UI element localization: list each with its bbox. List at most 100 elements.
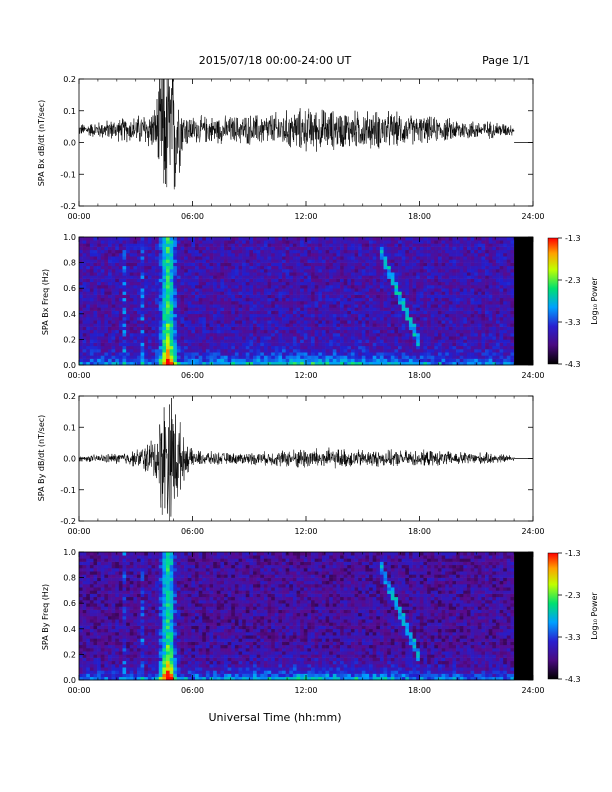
heatmap-cell <box>329 253 334 257</box>
heatmap-cell <box>510 336 515 340</box>
heatmap-cell <box>445 272 450 276</box>
heatmap-cell <box>282 297 286 302</box>
heatmap-cell <box>332 301 337 305</box>
heatmap-cell <box>481 333 486 337</box>
heatmap-cell <box>343 246 348 251</box>
heatmap-cell <box>492 265 497 270</box>
heatmap-cell <box>448 326 453 331</box>
heatmap-cell <box>401 269 406 273</box>
heatmap-cell <box>485 355 490 359</box>
heatmap-cell <box>260 323 265 327</box>
heatmap-cell <box>282 304 286 308</box>
heatmap-cell <box>408 246 413 251</box>
heatmap-cell <box>220 355 225 359</box>
heatmap-cell <box>173 358 178 363</box>
heatmap-cell <box>231 307 236 311</box>
heatmap-cell <box>390 333 395 337</box>
heatmap-cell <box>456 320 460 324</box>
heatmap-cell <box>216 262 221 267</box>
heatmap-cell <box>463 272 468 276</box>
heatmap-cell <box>405 336 410 340</box>
heatmap-cell <box>503 301 508 305</box>
heatmap-cell <box>108 355 112 359</box>
heatmap-cell <box>495 320 500 324</box>
heatmap-cell <box>151 323 156 327</box>
heatmap-cell <box>282 275 286 279</box>
heatmap-cell <box>220 278 225 283</box>
heatmap-cell <box>147 294 152 299</box>
heatmap-cell <box>115 320 120 324</box>
heatmap-cell <box>437 285 442 289</box>
heatmap-cell <box>195 288 199 292</box>
y-tick-label: 1.0 <box>63 233 76 242</box>
heatmap-cell <box>314 349 319 353</box>
heatmap-cell <box>445 358 450 363</box>
heatmap-cell <box>503 342 508 347</box>
heatmap-cell <box>340 310 344 315</box>
heatmap-cell <box>510 237 515 241</box>
heatmap-cell <box>173 304 178 308</box>
heatmap-cell <box>253 339 257 343</box>
heatmap-cell <box>387 272 392 276</box>
heatmap-cell <box>249 333 254 337</box>
heatmap-cell <box>495 355 500 359</box>
heatmap-cell <box>147 352 152 356</box>
heatmap-cell <box>495 361 500 366</box>
heatmap-cell <box>416 278 421 283</box>
heatmap-cell <box>133 291 138 295</box>
heatmap-cell <box>412 313 417 318</box>
heatmap-cell <box>140 253 145 257</box>
heatmap-cell <box>278 339 283 343</box>
heatmap-cell <box>108 240 112 244</box>
heatmap-cell <box>300 240 305 244</box>
heatmap-cell <box>260 262 265 267</box>
heatmap-cell <box>144 272 149 276</box>
heatmap-cell <box>492 333 497 337</box>
heatmap-cell <box>321 304 326 308</box>
heatmap-cell <box>263 265 268 270</box>
heatmap-cell <box>303 246 308 251</box>
heatmap-cell <box>300 246 305 251</box>
heatmap-cell <box>495 358 500 363</box>
heatmap-cell <box>506 297 511 302</box>
heatmap-cell <box>191 342 196 347</box>
heatmap-cell <box>86 361 91 366</box>
heatmap-cell <box>358 272 363 276</box>
heatmap-cell <box>390 361 395 366</box>
heatmap-cell <box>133 355 138 359</box>
heatmap-cell <box>307 336 312 340</box>
heatmap-cell <box>82 361 87 366</box>
heatmap-cell <box>303 272 308 276</box>
heatmap-cell <box>256 291 261 295</box>
heatmap-cell <box>245 336 250 340</box>
heatmap-cell <box>169 310 174 315</box>
heatmap-cell <box>115 323 120 327</box>
heatmap-cell <box>369 329 373 334</box>
heatmap-cell <box>495 304 500 308</box>
heatmap-cell <box>122 288 127 292</box>
heatmap-cell <box>137 297 141 302</box>
heatmap-cell <box>470 349 475 353</box>
heatmap-cell <box>238 291 243 295</box>
heatmap-cell <box>213 336 218 340</box>
heatmap-cell <box>430 349 435 353</box>
heatmap-cell <box>340 281 344 286</box>
heatmap-cell <box>202 262 207 267</box>
heatmap-cell <box>503 310 508 315</box>
heatmap-cell <box>332 339 337 343</box>
heatmap-cell <box>452 262 457 267</box>
heatmap-cell <box>318 285 323 289</box>
heatmap-cell <box>437 256 442 260</box>
heatmap-cell <box>292 262 297 267</box>
heatmap-cell <box>474 281 479 286</box>
heatmap-cell <box>361 326 366 331</box>
heatmap-cell <box>495 253 500 257</box>
heatmap-cell <box>340 275 344 279</box>
heatmap-cell <box>495 310 500 315</box>
heatmap-cell <box>427 361 431 366</box>
heatmap-cell <box>180 262 185 267</box>
heatmap-cell <box>253 272 257 276</box>
heatmap-cell <box>463 304 468 308</box>
heatmap-cell <box>169 323 174 327</box>
heatmap-cell <box>314 329 319 334</box>
